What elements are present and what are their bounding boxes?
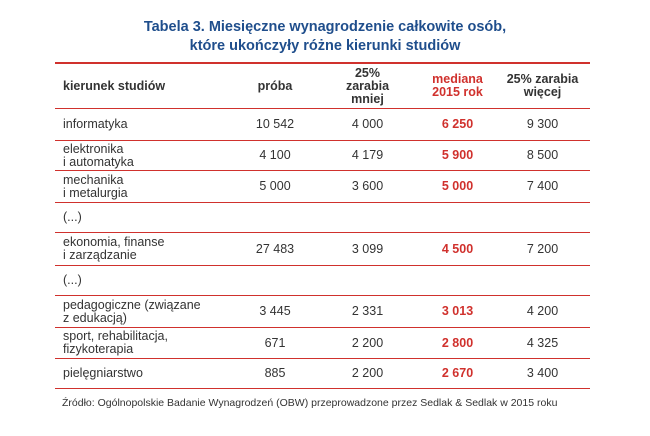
header-cell: 25% zarabia więcej (495, 62, 590, 109)
table-cell: 3 445 (235, 295, 315, 328)
table-row: informatyka 10 542 4 000 6 250 9 300 (55, 108, 590, 141)
table-cell: 3 013 (420, 295, 495, 328)
table-cell: 5 000 (235, 170, 315, 203)
table-cell: sport, rehabilitacja, fizykoterapia (55, 327, 235, 359)
header-cell: kierunek studiów (55, 62, 235, 109)
header-cell: mediana 2015 rok (420, 62, 495, 109)
table-cell: 8 500 (495, 140, 590, 171)
title-line: które ukończyły różne kierunki studiów (189, 38, 461, 54)
table-cell: mechanika i metalurgia (55, 170, 235, 203)
table-cell: 4 000 (315, 108, 420, 141)
table-cell: elektronika i automatyka (55, 140, 235, 171)
header-cell: 25% zarabia mniej (315, 62, 420, 109)
header-row: kierunek studiów próba 25% zarabia mniej me… (55, 62, 590, 109)
table-cell: 885 (235, 358, 315, 389)
table-row: sport, rehabilitacja, fizykoterapia 671 2 … (55, 327, 590, 359)
table-row: elektronika i automatyka 4 100 4 179 5 900 8… (55, 140, 590, 171)
table-cell: (...) (55, 202, 590, 233)
table-cell: 5 000 (420, 170, 495, 203)
table-cell: 2 200 (315, 358, 420, 389)
table-body: informatyka 10 542 4 000 6 250 9 300 elektron… (55, 108, 590, 389)
table-cell: 3 400 (495, 358, 590, 389)
table-cell: 7 400 (495, 170, 590, 203)
table-cell: 9 300 (495, 108, 590, 141)
table-cell: 5 900 (420, 140, 495, 171)
table-cell: 671 (235, 327, 315, 359)
header-cell: próba (235, 62, 315, 109)
table-cell: pielęgniarstwo (55, 358, 235, 389)
table-cell: informatyka (55, 108, 235, 141)
table-cell: (...) (55, 265, 590, 296)
table-row: ekonomia, finanse i zarządzanie 27 483 3 0… (55, 232, 590, 266)
table-row: mechanika i metalurgia 5 000 3 600 5 000 7 4… (55, 170, 590, 203)
table-cell: 4 179 (315, 140, 420, 171)
table-cell: 4 325 (495, 327, 590, 359)
source: Źródło: Ogólnopolskie Badanie Wynagrodze… (62, 397, 558, 409)
table-cell: 2 331 (315, 295, 420, 328)
table-cell: 2 670 (420, 358, 495, 389)
table-cell: 4 100 (235, 140, 315, 171)
table-cell: 2 800 (420, 327, 495, 359)
table: kierunek studiów próba 25% zarabia mniej me… (55, 62, 590, 389)
table-row: (...) (55, 265, 590, 296)
table-cell: 4 200 (495, 295, 590, 328)
table-cell: 7 200 (495, 232, 590, 266)
table-cell: 27 483 (235, 232, 315, 266)
table-cell: 4 500 (420, 232, 495, 266)
table-row: (...) (55, 202, 590, 233)
table-row: pielęgniarstwo 885 2 200 2 670 3 400 (55, 358, 590, 389)
table-cell: 6 250 (420, 108, 495, 141)
table-cell: 3 099 (315, 232, 420, 266)
table-cell: 10 542 (235, 108, 315, 141)
title-line: Tabela 3. Miesięczne wynagrodzenie całko… (143, 19, 507, 35)
table-cell: ekonomia, finanse i zarządzanie (55, 232, 235, 266)
table-cell: pedagogiczne (związane z edukacją) (55, 295, 235, 328)
table-row: pedagogiczne (związane z edukacją) 3 445 2… (55, 295, 590, 328)
table-cell: 2 200 (315, 327, 420, 359)
table-cell: 3 600 (315, 170, 420, 203)
